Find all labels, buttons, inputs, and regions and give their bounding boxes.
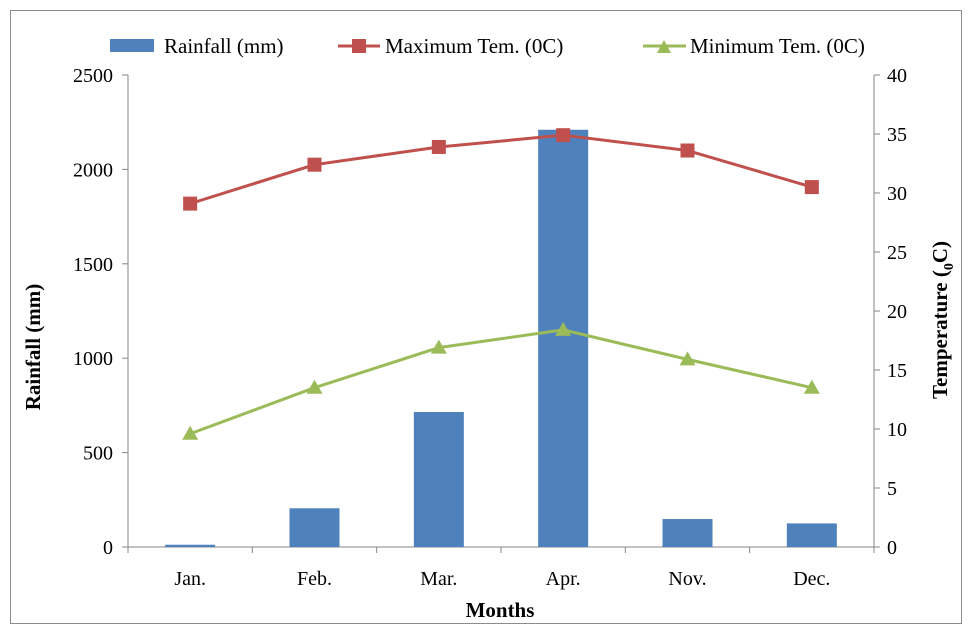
temperature-lines: [182, 128, 820, 440]
legend-marker-min-temp: [657, 40, 671, 53]
min-temp-point: [306, 379, 323, 394]
y2-tick-label: 10: [887, 419, 907, 441]
max-temp-point: [804, 180, 819, 195]
y-tick-label: 2000: [73, 159, 113, 181]
rainfall-bar: [538, 129, 589, 547]
max-temp-point: [556, 128, 571, 143]
legend-label-rainfall: Rainfall (mm): [164, 34, 284, 58]
legend-marker-max-temp: [352, 39, 366, 53]
x-tick-label: Jan.: [174, 568, 206, 590]
y-tick-label: 2500: [73, 65, 113, 87]
legend-swatch-rainfall: [110, 39, 154, 52]
x-tick-label: Dec.: [793, 568, 830, 590]
rainfall-bar: [413, 412, 464, 547]
rainfall-bars: [165, 129, 837, 547]
rainfall-bar: [165, 544, 216, 547]
max-temp-point: [307, 157, 322, 172]
y2-tick-label: 20: [887, 301, 907, 323]
max-temp-point: [431, 139, 446, 154]
min-temp-line: [189, 328, 813, 436]
legend: Rainfall (mm) Maximum Tem. (0C) Minimum …: [110, 34, 865, 58]
min-temp-point: [803, 379, 820, 394]
y2-axis-title-end: C): [928, 241, 952, 263]
rainfall-bar: [289, 508, 340, 547]
rainfall-bar: [662, 519, 713, 547]
x-tick-label: Nov.: [668, 568, 706, 590]
y-axis-title: Rainfall (mm): [21, 284, 45, 411]
max-temp-line: [189, 133, 813, 206]
y-tick-label: 500: [83, 443, 113, 465]
y2-axis-title-sub: 0: [942, 263, 957, 270]
legend-label-min-temp: Minimum Tem. (0C): [690, 34, 865, 58]
max-temp-point: [183, 196, 198, 211]
y2-tick-label: 15: [887, 360, 907, 382]
y2-tick-label: 35: [887, 124, 907, 146]
rainfall-bar: [786, 523, 837, 547]
y-tick-label: 0: [103, 537, 113, 559]
min-temp-point: [430, 339, 447, 354]
chart-frame: [10, 10, 962, 624]
y-tick-label: 1500: [73, 254, 113, 276]
x-tick-label: Mar.: [420, 568, 457, 590]
min-temp-point: [679, 351, 696, 366]
x-tick-label: Feb.: [297, 568, 332, 590]
legend-label-max-temp: Maximum Tem. (0C): [385, 34, 563, 58]
y2-tick-label: 30: [887, 183, 907, 205]
max-temp-point: [680, 143, 695, 158]
y2-tick-label: 40: [887, 65, 907, 87]
axes: 0 500 1000 1500 2000 2500 0 5 10 15 20 25 30 35 40 Jan.…: [73, 65, 907, 590]
y2-axis-title-main: Temperature (: [928, 270, 952, 399]
x-axis-title: Months: [466, 598, 535, 622]
y2-tick-label: 0: [887, 537, 897, 559]
y2-tick-label: 5: [887, 478, 897, 500]
y-tick-label: 1000: [73, 348, 113, 370]
x-tick-label: Apr.: [546, 568, 581, 590]
y2-axis-title: Temperature (0C): [928, 241, 957, 399]
min-temp-point: [555, 321, 572, 336]
y2-tick-label: 25: [887, 242, 907, 264]
min-temp-point: [182, 425, 199, 440]
